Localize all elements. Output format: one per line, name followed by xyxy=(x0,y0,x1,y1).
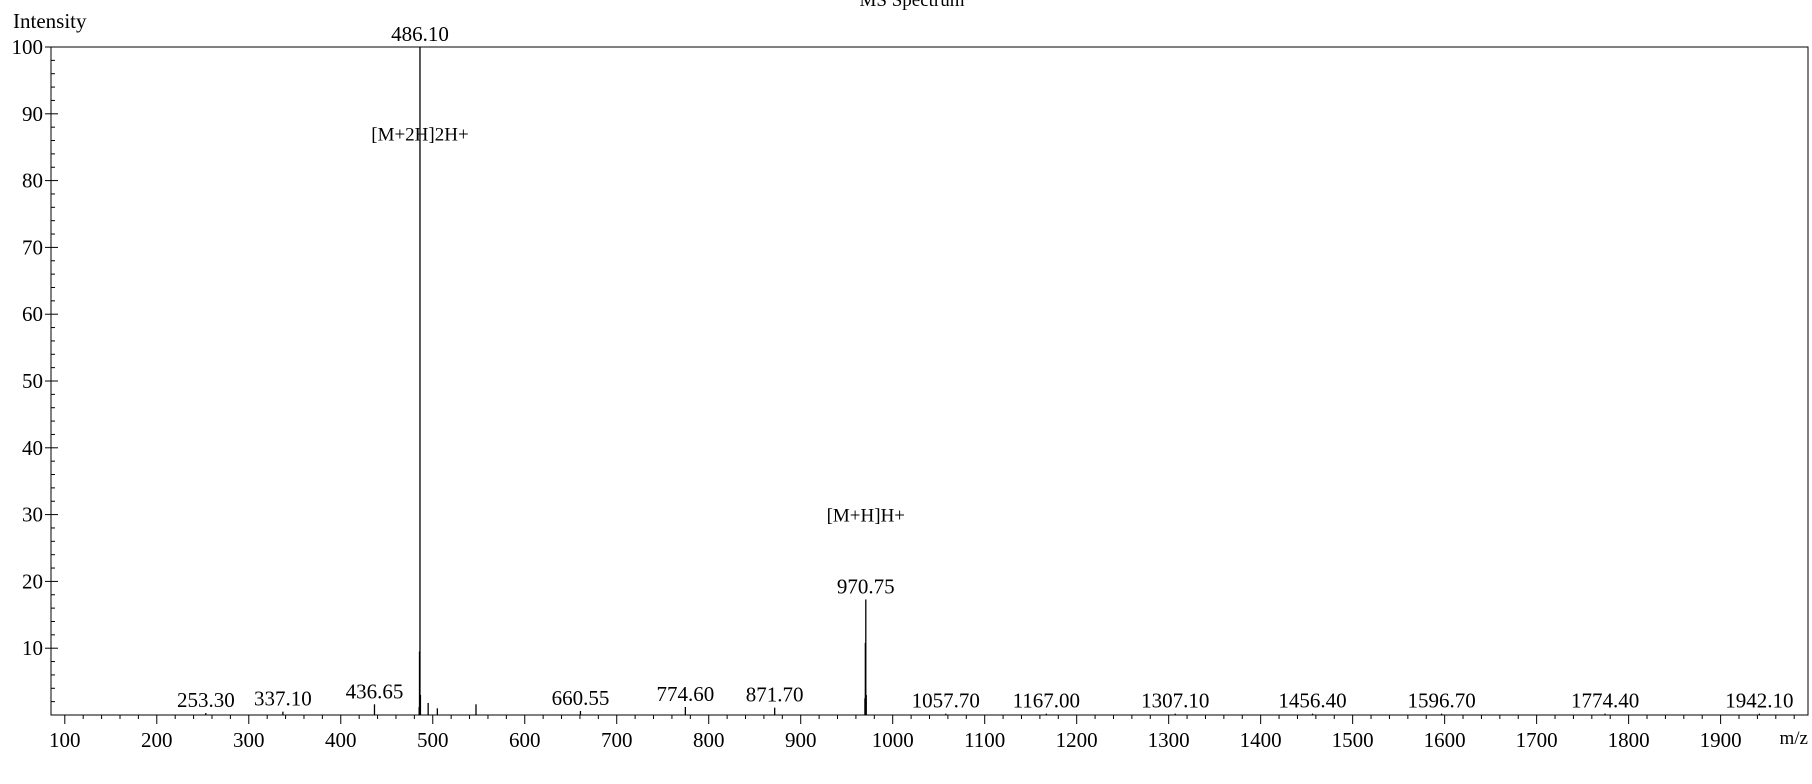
y-tick-label: 40 xyxy=(22,436,43,460)
y-tick-label: 90 xyxy=(22,102,43,126)
x-tick-label: 300 xyxy=(233,728,265,752)
peak-label: 253.30 xyxy=(177,688,235,712)
labels-layer: 253.30 337.10 436.65 486.10 660.55 774.60 871.… xyxy=(177,22,1794,713)
x-tick-label: 700 xyxy=(601,728,633,752)
x-tick-label: 1400 xyxy=(1240,728,1282,752)
peak-label: 1596.70 xyxy=(1407,689,1475,713)
peak-label: 1167.00 xyxy=(1013,689,1080,713)
x-tick-label: 500 xyxy=(417,728,449,752)
x-tick-label: 1100 xyxy=(964,728,1005,752)
y-tick-label: 100 xyxy=(12,35,44,59)
x-tick-label: 1300 xyxy=(1148,728,1190,752)
y-axis-label: Intensity xyxy=(13,9,87,33)
peak-label: 337.10 xyxy=(254,687,312,711)
peaks-layer xyxy=(205,47,1760,715)
peak-label: 436.65 xyxy=(346,679,404,703)
peak-label: 970.75 xyxy=(837,574,895,598)
y-tick-label: 70 xyxy=(22,235,43,259)
x-tick-label: 1800 xyxy=(1608,728,1650,752)
chart-title: MS Spectrum xyxy=(859,0,964,11)
x-tick-label: 1900 xyxy=(1700,728,1742,752)
y-tick-label: 10 xyxy=(22,636,43,660)
y-tick-label: 60 xyxy=(22,302,43,326)
ion-annotation: [M+H]H+ xyxy=(827,505,905,526)
x-axis-label: m/z xyxy=(1780,728,1809,749)
x-tick-label: 1500 xyxy=(1332,728,1374,752)
peak-label: 1774.40 xyxy=(1571,689,1639,713)
peak-label: 774.60 xyxy=(656,682,714,706)
peak-label: 871.70 xyxy=(746,683,804,707)
x-tick-label: 600 xyxy=(509,728,541,752)
peak-label: 1456.40 xyxy=(1278,689,1346,713)
x-tick-label: 800 xyxy=(693,728,725,752)
peak-label: 1307.10 xyxy=(1141,689,1209,713)
x-tick-label: 1200 xyxy=(1056,728,1098,752)
x-tick-label: 100 xyxy=(49,728,81,752)
y-tick-label: 30 xyxy=(22,503,43,527)
x-tick-label: 900 xyxy=(785,728,817,752)
x-tick-label: 1000 xyxy=(872,728,914,752)
plot-frame xyxy=(50,46,1809,716)
peak-label: 486.10 xyxy=(391,22,449,46)
y-tick-label: 20 xyxy=(22,569,43,593)
x-tick-label: 1600 xyxy=(1424,728,1466,752)
x-tick-label: 400 xyxy=(325,728,357,752)
axes-layer: 100 200 300 400 500 600 700 800 900 1000 1100 1200 1… xyxy=(12,35,1795,752)
peak-label: 1942.10 xyxy=(1725,689,1793,713)
x-tick-label: 200 xyxy=(141,728,173,752)
y-tick-label: 80 xyxy=(22,169,43,193)
ion-annotation: [M+2H]2H+ xyxy=(371,125,468,146)
x-tick-label: 1700 xyxy=(1516,728,1558,752)
y-tick-label: 50 xyxy=(22,369,43,393)
peak-label: 1057.70 xyxy=(912,689,980,713)
peak-label: 660.55 xyxy=(552,686,610,710)
